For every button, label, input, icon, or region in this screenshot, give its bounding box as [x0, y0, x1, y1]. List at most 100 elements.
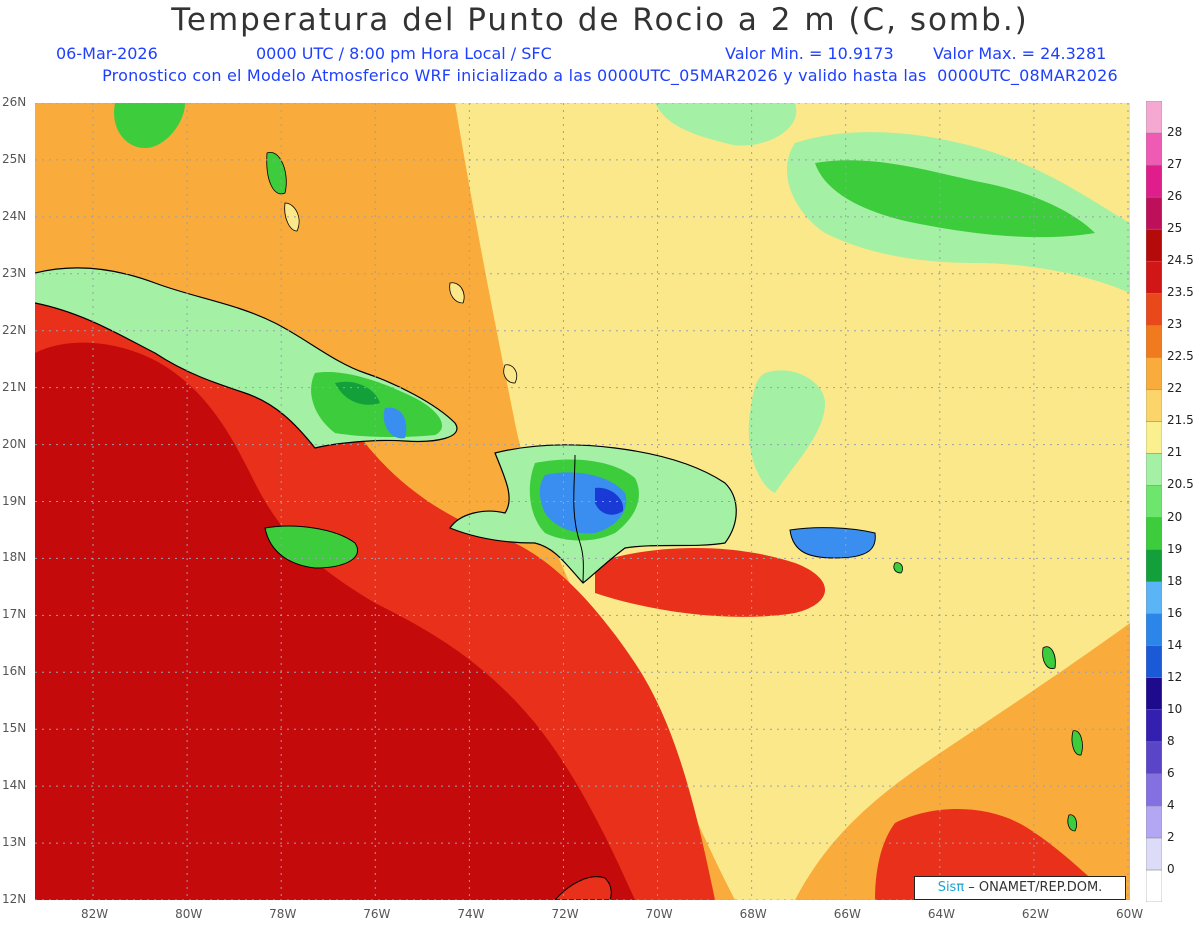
legend-label: 28: [1167, 125, 1183, 140]
longitude-label: 74W: [457, 907, 485, 921]
hispaniola-coast: [449, 444, 737, 584]
field-green-florida: [114, 103, 185, 148]
legend-swatch: [1146, 709, 1162, 743]
legend-label: 23.5: [1167, 285, 1194, 300]
longitude-label: 82W: [81, 907, 109, 921]
lat-lon-grid: [35, 103, 1130, 900]
min-value: Valor Min. = 10.9173: [725, 44, 894, 63]
latitude-label: 13N: [2, 835, 27, 850]
forecast-date: 06-Mar-2026: [56, 44, 158, 63]
st-vincent-island: [1067, 814, 1077, 832]
legend-swatch: [1146, 581, 1162, 614]
legend-label: 10: [1167, 701, 1183, 716]
legend-swatch: [1146, 773, 1162, 807]
south-america-coast: [554, 876, 612, 900]
legend-label: 14: [1167, 637, 1183, 652]
hispaniola-blue: [539, 472, 627, 534]
field-green-ne: [815, 160, 1095, 238]
longitude-label: 66W: [833, 907, 861, 921]
latitude-label: 18N: [2, 550, 27, 565]
field-light-green-3: [748, 370, 825, 493]
bahamas-island-1: [266, 152, 287, 195]
legend-label: 4: [1167, 797, 1175, 812]
legend-label: 27: [1167, 157, 1183, 172]
legend-swatch: [1146, 325, 1162, 358]
legend-swatch: [1146, 196, 1162, 230]
legend-swatch: [1146, 869, 1162, 902]
longitude-label: 60W: [1116, 907, 1144, 921]
cuba-coast: [35, 267, 458, 449]
legend-swatch: [1146, 132, 1162, 166]
guadeloupe-island: [1042, 646, 1056, 669]
longitude-label: 72W: [551, 907, 579, 921]
legend-swatch: [1146, 645, 1162, 678]
longitude-label: 78W: [269, 907, 297, 921]
field-light-green-1: [655, 103, 797, 146]
legend-label: 21.5: [1167, 413, 1194, 428]
latitude-label: 24N: [2, 208, 27, 223]
latitude-label: 14N: [2, 778, 27, 793]
latitude-label: 25N: [2, 151, 27, 166]
virgin-island: [893, 562, 903, 574]
legend-swatch: [1146, 549, 1162, 582]
longitude-label: 70W: [645, 907, 673, 921]
legend-swatch: [1146, 517, 1162, 550]
legend-label: 12: [1167, 669, 1183, 684]
latitude-label: 16N: [2, 664, 27, 679]
legend-swatch: [1146, 357, 1162, 390]
credit-brand: Sisπ: [937, 880, 965, 895]
jamaica-land: [264, 525, 358, 569]
bahamas-island-3: [449, 282, 465, 304]
bahamas-island-2: [284, 202, 300, 232]
credit-text: – ONAMET/REP.DOM.: [964, 880, 1103, 895]
legend-label: 6: [1167, 765, 1175, 780]
legend-label: 21: [1167, 445, 1183, 460]
legend-swatch: [1146, 228, 1162, 262]
latitude-label: 22N: [2, 322, 27, 337]
legend-label: 19: [1167, 541, 1183, 556]
map-title: Temperatura del Punto de Rocio a 2 m (C,…: [171, 2, 1029, 38]
legend-swatch: [1146, 613, 1162, 646]
legend-swatch: [1146, 101, 1162, 134]
dewpoint-map: [35, 103, 1130, 900]
legend-swatch: [1146, 389, 1162, 422]
turks-island: [503, 364, 518, 384]
legend-label: 24.5: [1167, 253, 1194, 268]
latitude-label: 26N: [2, 95, 27, 109]
longitude-label: 68W: [739, 907, 767, 921]
credit-box: Sisπ – ONAMET/REP.DOM.: [914, 876, 1126, 900]
legend-label: 22: [1167, 381, 1183, 396]
longitude-label: 64W: [927, 907, 955, 921]
haiti-dr-border: [573, 454, 584, 584]
legend-label: 8: [1167, 733, 1175, 748]
legend-swatch: [1146, 260, 1162, 294]
legend-label: 18: [1167, 573, 1183, 588]
legend-label: 26: [1167, 189, 1183, 204]
forecast-time: 0000 UTC / 8:00 pm Hora Local / SFC: [256, 44, 552, 63]
legend-swatch: [1146, 292, 1162, 326]
legend-label: 20: [1167, 509, 1183, 524]
latitude-label: 12N: [2, 892, 27, 906]
legend-swatch: [1146, 453, 1162, 486]
legend-label: 23: [1167, 317, 1183, 332]
legend-swatch: [1146, 741, 1162, 775]
forecast-info: Pronostico con el Modelo Atmosferico WRF…: [102, 66, 1118, 85]
field-dark-red: [35, 342, 635, 900]
legend-swatch: [1146, 837, 1162, 871]
latitude-label: 15N: [2, 721, 27, 736]
legend-label: 2: [1167, 829, 1175, 844]
legend-label: 20.5: [1167, 477, 1194, 492]
legend-label: 25: [1167, 221, 1183, 236]
cuba-east-blue: [383, 407, 407, 439]
legend-swatch: [1146, 485, 1162, 518]
field-red-south-hispaniola: [595, 548, 825, 617]
latitude-label: 19N: [2, 493, 27, 508]
puerto-rico-land: [789, 527, 876, 559]
legend-label: 16: [1167, 605, 1183, 620]
cuba-east-dark: [335, 381, 380, 405]
max-value: Valor Max. = 24.3281: [933, 44, 1107, 63]
legend-label: 0: [1167, 861, 1175, 876]
color-legend: [1146, 101, 1162, 902]
longitude-label: 62W: [1021, 907, 1050, 921]
latitude-label: 21N: [2, 379, 27, 394]
